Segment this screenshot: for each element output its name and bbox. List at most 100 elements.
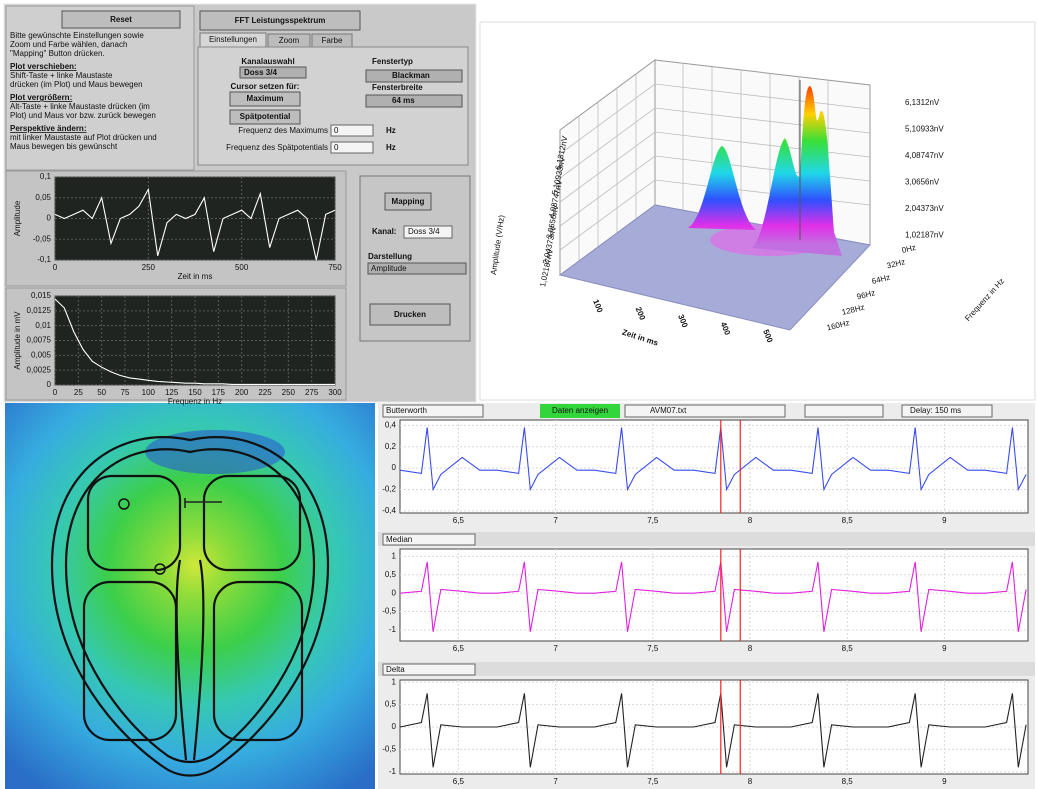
show-label[interactable]: Daten anzeigen (552, 406, 608, 415)
y-axis-title: Amplitude (13, 200, 22, 236)
channel-value[interactable]: Doss 3/4 (244, 68, 277, 77)
surface-peak (752, 86, 842, 256)
y-tick-label: 0,005 (31, 350, 52, 359)
x-tick-label: 6,5 (453, 644, 465, 653)
trace-select[interactable] (382, 663, 476, 676)
instruction-box (5, 5, 195, 171)
freq-tick-label: 64Hz (871, 273, 891, 286)
surface-peak (688, 146, 756, 230)
window-select[interactable] (365, 69, 463, 83)
fft-title[interactable]: FFT Leistungsspektrum (235, 16, 326, 25)
fft-title-button[interactable] (199, 10, 361, 31)
y-tick-label: 0,4 (385, 420, 397, 429)
x-tick-label: 200 (235, 388, 249, 397)
y-tick-label: 0,0125 (27, 306, 52, 315)
mapping-label[interactable]: Mapping (392, 197, 425, 206)
tab-label[interactable]: Zoom (279, 36, 300, 45)
print-label[interactable]: Drucken (394, 310, 426, 319)
cursor-label: Cursor setzen für: (231, 82, 300, 91)
x-tick-label: 300 (328, 388, 342, 397)
maximum-button[interactable] (229, 91, 301, 107)
mapping-button[interactable] (384, 192, 432, 211)
legend-label: 3,0656nV (905, 178, 940, 187)
y-tick-label: 0,0025 (27, 365, 52, 374)
filter-select[interactable] (382, 404, 484, 418)
trace-select[interactable] (382, 533, 476, 546)
window-label: Fenstertyp (372, 57, 413, 66)
instruction-line: Maus bewegen bis gewünscht (10, 142, 118, 151)
x-tick-label: 6,5 (453, 516, 465, 525)
y-tick-label: -0,2 (382, 485, 396, 494)
display-value[interactable]: Amplitude (371, 264, 407, 273)
late-potential-button[interactable] (229, 109, 301, 125)
width-value[interactable]: 64 ms (392, 96, 415, 105)
y-tick-label: -0,5 (382, 607, 396, 616)
delay-select[interactable] (901, 404, 993, 418)
x-tick-label: 7,5 (647, 516, 659, 525)
delay-value[interactable]: Delay: 150 ms (910, 406, 961, 415)
x-tick-label: 8 (748, 516, 753, 525)
y-tick-label: 0,1 (40, 172, 52, 181)
x-tick-label: 175 (212, 388, 226, 397)
late-freq-value[interactable]: 0 (334, 143, 339, 152)
select[interactable] (804, 404, 884, 418)
display-label: Darstellung (368, 252, 412, 261)
tab-label[interactable]: Einstellungen (209, 35, 257, 44)
y-tick-label: -0,5 (382, 744, 396, 753)
y-tick-label: 0,5 (385, 700, 397, 709)
heat-region (145, 430, 285, 474)
plot-area (399, 419, 1029, 514)
max-freq-value[interactable]: 0 (334, 126, 339, 135)
filter-value[interactable]: Butterworth (386, 406, 427, 415)
y-tick-label: -0,05 (33, 234, 52, 243)
x-tick-label: 75 (121, 388, 130, 397)
x-axis-title: Frequenz in Hz (168, 397, 222, 406)
x-tick-label: 250 (282, 388, 296, 397)
x-tick-label: 275 (305, 388, 319, 397)
x-tick-label: 8,5 (842, 516, 854, 525)
contour (50, 436, 330, 777)
file-field (624, 404, 786, 418)
x-tick-label: 9 (942, 777, 947, 786)
unit: Hz (386, 143, 396, 152)
window-value[interactable]: Blackman (392, 71, 430, 80)
trace-value[interactable]: Delta (386, 665, 405, 674)
maximum-label[interactable]: Maximum (247, 94, 284, 103)
print-button[interactable] (369, 303, 451, 326)
x-tick-label: 6,5 (453, 777, 465, 786)
legend-label: 2,04373nV (905, 204, 944, 213)
y-tick-label: 0,05 (35, 193, 51, 202)
tab-label[interactable]: Farbe (322, 36, 343, 45)
late-freq-field[interactable] (330, 141, 374, 154)
late-freq-label: Frequenz des Spätpotentials (226, 143, 328, 152)
y-tick-label: 0 (392, 722, 397, 731)
trace-value[interactable]: Median (386, 535, 412, 544)
legend-label: 5,10933nV (905, 125, 944, 134)
legend-label: 1,02187nV (905, 231, 944, 240)
late-potential-label[interactable]: Spätpotential (240, 112, 291, 121)
file-name: AVM07.txt (650, 406, 687, 415)
heart-outline (50, 436, 330, 777)
reset-button[interactable] (61, 10, 181, 29)
y-tick-label: 0,2 (385, 442, 397, 451)
freq-tick-label: 96Hz (856, 288, 876, 301)
width-select[interactable] (365, 94, 463, 108)
display-select[interactable] (367, 262, 467, 275)
show-button[interactable] (540, 404, 620, 418)
channel-select[interactable] (239, 66, 307, 79)
x-tick-label: 7 (553, 777, 558, 786)
legend-label: 4,08747nV (905, 151, 944, 160)
toolbar (378, 662, 1035, 676)
max-freq-field[interactable] (330, 124, 374, 137)
x-tick-label: 100 (142, 388, 156, 397)
x-tick-label: 50 (97, 388, 106, 397)
y-tick-label: -1 (389, 767, 397, 776)
y-tick-label: 0,015 (31, 291, 52, 300)
channel-value: Doss 3/4 (408, 227, 440, 236)
reset-label[interactable]: Reset (110, 15, 132, 24)
x-tick-label: 0 (53, 388, 58, 397)
y-tick-label: -0,1 (37, 255, 51, 264)
x-tick-label: 225 (258, 388, 272, 397)
instruction-line: "Mapping" Button drücken. (10, 49, 105, 58)
